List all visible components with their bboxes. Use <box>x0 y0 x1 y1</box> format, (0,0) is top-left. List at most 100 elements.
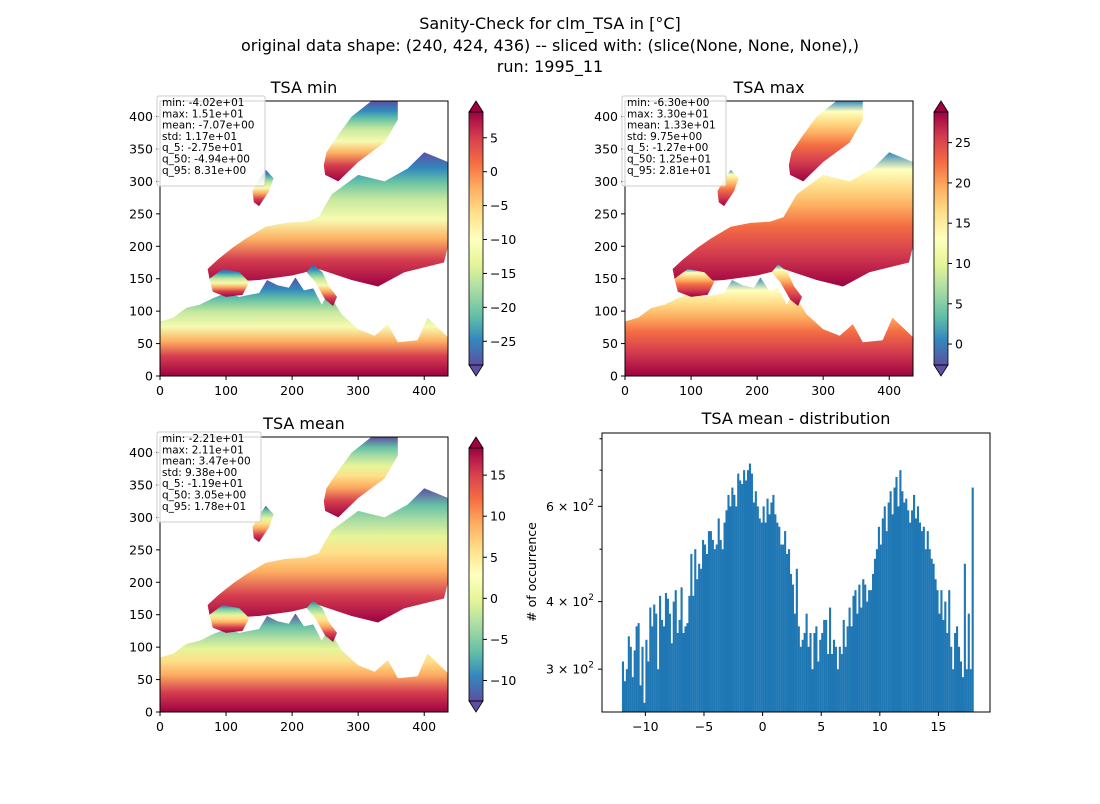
histogram-bar <box>959 661 963 712</box>
histogram-bar <box>952 669 955 712</box>
y-tick-label: 200 <box>594 239 618 254</box>
x-tick-label: 400 <box>412 383 436 398</box>
colorbar-tick-label: −20 <box>490 300 516 315</box>
histogram-bar <box>969 669 972 712</box>
figure-title-line: Sanity-Check for clm_TSA in [°C] <box>419 14 681 34</box>
y-tick-label: 50 <box>137 336 153 351</box>
histogram-bar <box>717 518 720 712</box>
histogram-bar <box>764 522 767 712</box>
histogram-bar <box>815 626 818 712</box>
histogram-bar <box>825 619 828 712</box>
histogram-bar <box>696 579 699 712</box>
y-tick-label: 400 <box>594 109 618 124</box>
histogram-bar <box>864 584 867 712</box>
histogram-bar <box>850 626 853 712</box>
histogram-bar <box>934 579 937 712</box>
histogram-bar <box>774 514 777 712</box>
histogram-bar <box>748 463 752 712</box>
histogram-bar <box>702 539 705 712</box>
histogram-bar <box>797 626 800 712</box>
x-tick-label: 400 <box>877 383 901 398</box>
histogram-bar <box>758 518 761 712</box>
histogram-bar <box>946 632 949 712</box>
stats-line: max: 3.30e+01 <box>627 108 709 120</box>
histogram-bar <box>745 480 748 712</box>
colorbar: 15 10 5 0 −5 −10 <box>468 436 516 713</box>
histogram-bar <box>922 526 925 712</box>
histogram-bar <box>686 623 689 712</box>
histogram-bar <box>809 632 812 712</box>
figure-title-line: original data shape: (240, 424, 436) -- … <box>241 36 859 55</box>
histogram-bar <box>862 579 865 712</box>
histogram-bar <box>725 510 728 712</box>
histogram-bar <box>813 632 816 712</box>
histogram-bar <box>868 590 871 712</box>
histogram-bar <box>834 646 837 712</box>
histogram-bar <box>647 661 650 712</box>
y-tick-label: 6 × 102 <box>546 498 594 514</box>
histogram-bar <box>731 487 734 712</box>
axes-frame <box>624 100 914 377</box>
heatmap-panel: 0 100 200 300 400050100150200250300350400TSA… <box>594 78 971 398</box>
x-tick-label: 300 <box>346 719 370 734</box>
y-tick-label: 350 <box>129 141 153 156</box>
histogram-bar <box>787 549 791 712</box>
land-area <box>788 101 863 182</box>
y-tick-label: 300 <box>129 174 153 189</box>
y-tick-label: 300 <box>594 174 618 189</box>
y-tick-label: 200 <box>129 575 153 590</box>
x-tick-label: 200 <box>280 719 304 734</box>
figure-title-line: run: 1995_11 <box>497 57 603 77</box>
histogram-bar <box>965 669 968 712</box>
histogram-bar <box>621 661 625 712</box>
histogram-bar <box>698 563 701 712</box>
histogram-bar <box>875 549 879 712</box>
stats-line: q_95: 2.81e+01 <box>627 165 711 177</box>
colorbar-frame <box>933 111 949 366</box>
histogram-bar <box>688 595 691 712</box>
histogram-bar <box>899 470 902 712</box>
stats-box <box>621 95 727 187</box>
histogram-bar <box>872 573 875 712</box>
stats-line: std: 1.17e+01 <box>162 131 237 143</box>
stats-line: std: 9.38e+00 <box>162 467 237 479</box>
stats-line: q_5: -1.27e+00 <box>627 142 708 154</box>
histogram-bar <box>877 526 880 712</box>
colorbar-tick-label: 0 <box>490 164 498 179</box>
histogram-panel: −10 −5 0 5 10 15 3 × 102 4 × 102 6 × 102 TSA mean… <box>524 409 991 734</box>
histogram-bar <box>752 502 755 712</box>
histogram-bar <box>637 623 640 712</box>
histogram-bar <box>780 544 783 712</box>
histogram-bar <box>715 544 718 712</box>
histogram-bar <box>672 601 675 712</box>
colorbar-tick-label: 5 <box>955 296 963 311</box>
histogram-bar <box>936 590 939 712</box>
land-area <box>323 101 398 182</box>
histogram-bar <box>838 646 841 712</box>
y-tick-label: 250 <box>129 542 153 557</box>
histogram-bar <box>670 643 673 712</box>
histogram-bar <box>729 506 732 712</box>
histogram-bar <box>760 522 763 712</box>
histogram-bar <box>784 531 787 712</box>
axes-frame <box>601 432 991 713</box>
y-tick-label: 4 × 102 <box>546 593 594 609</box>
stats-line: min: -4.02e+01 <box>162 97 244 109</box>
histogram-bar <box>645 639 648 712</box>
y-tick-label: 3 × 102 <box>546 661 594 677</box>
histogram-bar <box>664 592 668 712</box>
stats-line: q_5: -1.19e+01 <box>162 478 243 490</box>
histogram-bar <box>870 590 873 712</box>
stats-line: mean: 3.47e+00 <box>162 456 251 468</box>
histogram-bar <box>739 480 742 712</box>
histogram-bar <box>723 522 726 712</box>
y-tick-label: 300 <box>129 510 153 525</box>
land-area <box>625 277 913 376</box>
histogram-bar <box>625 669 628 712</box>
y-tick-label: 150 <box>129 607 153 622</box>
histogram-bar <box>694 549 697 712</box>
land-area <box>207 488 448 623</box>
histogram-bar <box>842 619 845 712</box>
histogram-bar <box>885 531 888 712</box>
histogram-bar <box>791 584 794 712</box>
